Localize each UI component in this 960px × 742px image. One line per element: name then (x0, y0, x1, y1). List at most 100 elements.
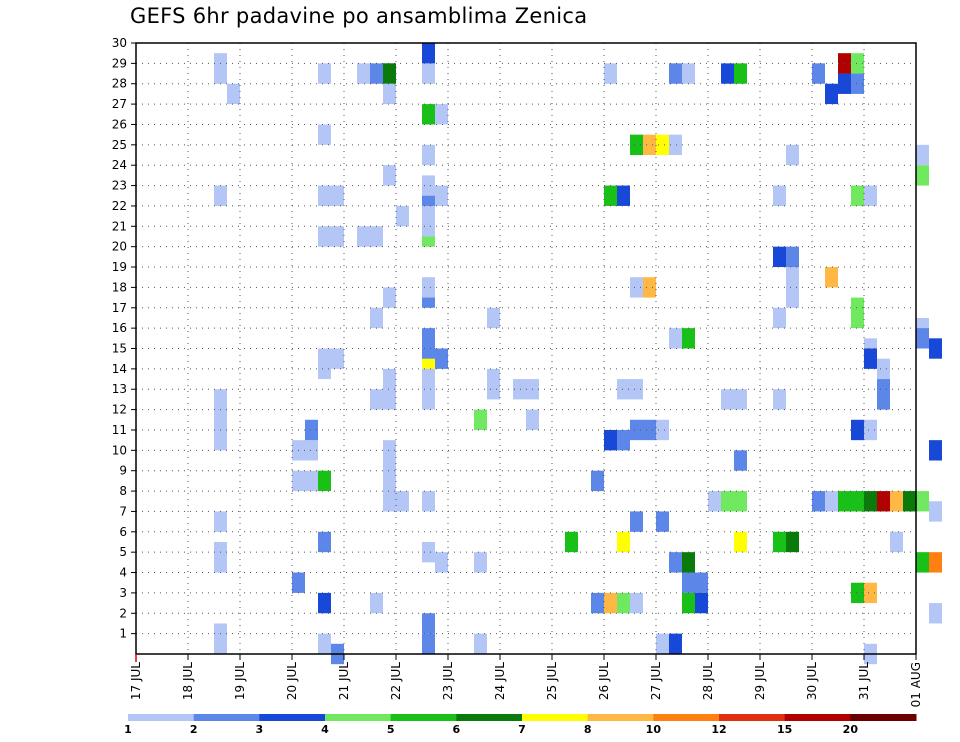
precip-cell (617, 592, 630, 614)
precip-cell (721, 491, 734, 512)
precip-cell (734, 63, 747, 84)
precip-cell (435, 104, 448, 125)
precip-cell (929, 440, 942, 461)
precip-cell (630, 419, 643, 441)
precip-cell (292, 572, 305, 593)
x-tick-label: 24 JUL (493, 662, 507, 700)
colorbar-swatch (390, 714, 457, 721)
y-tick-label: 23 (112, 179, 127, 193)
precip-cell (643, 277, 656, 298)
precip-cell (656, 633, 669, 654)
precip-cell (370, 307, 383, 329)
precip-cell (318, 124, 331, 145)
precip-cell (591, 592, 604, 614)
precip-cell (786, 246, 799, 268)
precip-cell (929, 603, 942, 624)
precip-cell (812, 491, 825, 512)
precip-cell (383, 287, 396, 308)
y-tick-label: 5 (119, 545, 127, 559)
precip-cell (812, 63, 825, 84)
precip-cell (734, 531, 747, 553)
y-tick-label: 21 (112, 219, 127, 233)
precip-cell (838, 491, 851, 512)
precip-cell (851, 53, 864, 74)
precip-cell (916, 144, 929, 166)
precip-cell (916, 165, 929, 186)
x-tick-label: 23 JUL (441, 662, 455, 700)
x-tick-label: 19 JUL (233, 662, 247, 700)
colorbar-label: 5 (387, 723, 395, 736)
precip-cell (669, 328, 682, 349)
precip-cell (305, 419, 318, 441)
colorbar-swatch (850, 714, 917, 721)
precip-cell (630, 379, 643, 400)
precip-cell (877, 389, 890, 410)
precip-cell (318, 226, 331, 247)
precip-cell (214, 511, 227, 532)
colorbar-label: 2 (190, 723, 198, 736)
precip-cell (786, 287, 799, 308)
colorbar-swatch (522, 714, 589, 721)
y-tick-label: 1 (119, 627, 127, 641)
precip-cell (864, 491, 877, 512)
precip-cell (825, 491, 838, 512)
colorbar-label: 15 (777, 723, 792, 736)
y-tick-label: 26 (112, 117, 127, 131)
precip-cell (487, 307, 500, 329)
precip-cell (604, 429, 617, 451)
y-tick-label: 2 (119, 606, 127, 620)
precip-cell (422, 389, 435, 410)
precip-cell (565, 531, 578, 553)
precip-cell (786, 267, 799, 288)
y-tick-label: 6 (119, 525, 127, 539)
precip-cell (370, 226, 383, 247)
y-tick-label: 16 (112, 321, 127, 335)
precip-cell (929, 338, 942, 359)
precip-cell (331, 226, 344, 247)
precip-cell (630, 134, 643, 156)
x-tick-label: 27 JUL (649, 662, 663, 700)
precip-cell (929, 552, 942, 573)
precip-cell (422, 328, 435, 349)
colorbar-label: 12 (711, 723, 726, 736)
precip-cell (734, 450, 747, 471)
y-tick-label: 11 (112, 423, 127, 437)
precip-cell (903, 491, 916, 512)
x-tick-label: 29 JUL (753, 662, 767, 700)
precip-cell (825, 267, 838, 288)
precip-cell (929, 501, 942, 522)
precip-cell (682, 63, 695, 84)
precip-cell (734, 491, 747, 512)
y-tick-label: 9 (119, 464, 127, 478)
x-tick-label: 22 JUL (389, 662, 403, 700)
precip-cell (721, 389, 734, 410)
axes-layer: 1234567891011121314151617181920212223242… (112, 36, 923, 707)
y-tick-label: 20 (112, 240, 127, 254)
precip-cell (916, 328, 929, 349)
colorbar-swatch (456, 714, 523, 721)
precip-cell (877, 491, 890, 512)
colorbar-swatch (587, 714, 654, 721)
y-tick-label: 25 (112, 138, 127, 152)
precip-cell (370, 63, 383, 84)
precip-cell (877, 358, 890, 380)
precip-cell (864, 185, 877, 206)
precip-cell (773, 307, 786, 329)
precip-cell (630, 277, 643, 298)
colorbar-label: 7 (518, 723, 526, 736)
colorbar-label: 1 (124, 723, 132, 736)
precip-cell (318, 531, 331, 553)
precip-cell (474, 633, 487, 654)
precip-cell (318, 470, 331, 492)
y-tick-label: 14 (112, 362, 127, 376)
precip-cell (682, 328, 695, 349)
precip-cell (318, 592, 331, 614)
colorbar-swatch (325, 714, 392, 721)
precip-cell (318, 633, 331, 654)
precip-cell (643, 134, 656, 156)
colorbar-label: 6 (453, 723, 461, 736)
precip-cell (643, 419, 656, 441)
precip-cell (513, 379, 526, 400)
precip-cell (916, 552, 929, 573)
